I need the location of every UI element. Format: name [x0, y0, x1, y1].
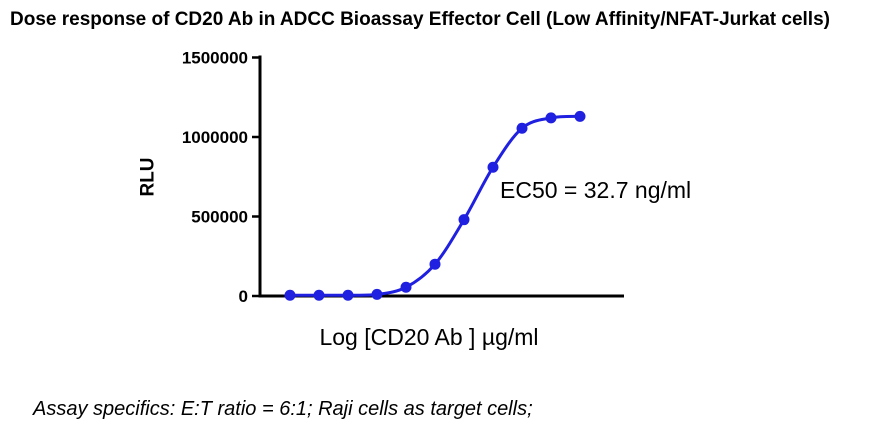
x-axis-title: Log [CD20 Ab ] µg/ml	[319, 324, 538, 350]
data-point-marker	[487, 161, 499, 173]
y-tick-label: 500000	[191, 207, 248, 226]
dose-response-curve	[284, 110, 586, 301]
chart-title: Dose response of CD20 Ab in ADCC Bioassa…	[10, 9, 830, 30]
assay-footnote: Assay specifics: E:T ratio = 6:1; Raji c…	[33, 398, 533, 420]
data-point-marker	[400, 281, 412, 293]
data-point-marker	[284, 289, 296, 301]
y-tick-label: 1500000	[182, 48, 248, 67]
y-tick-label: 1000000	[182, 128, 248, 147]
y-axis-title: RLU	[138, 157, 159, 196]
data-point-marker	[545, 112, 557, 124]
data-point-marker	[516, 122, 528, 134]
y-axis-ticks: 0 500000 1000000 1500000	[182, 48, 260, 306]
data-point-marker	[313, 289, 325, 301]
data-point-marker	[429, 258, 441, 270]
data-point-marker	[458, 214, 470, 226]
data-point-marker	[342, 289, 354, 301]
data-point-marker	[574, 110, 586, 122]
data-point-marker	[371, 288, 383, 300]
y-tick-label: 0	[239, 287, 248, 306]
ec50-annotation: EC50 = 32.7 ng/ml	[500, 177, 691, 203]
